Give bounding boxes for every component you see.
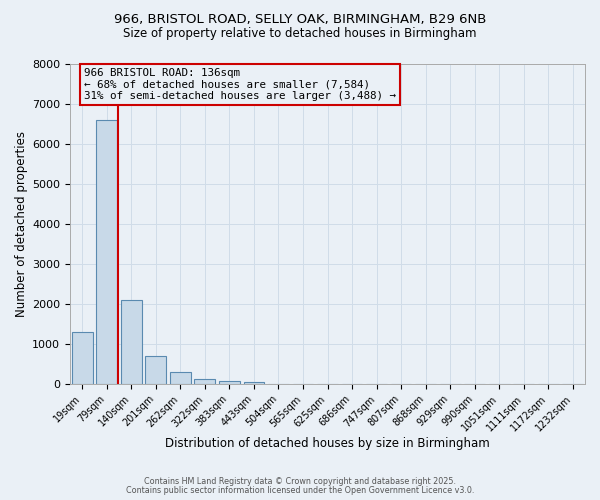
Bar [97, 120, 117, 384]
Text: Size of property relative to detached houses in Birmingham: Size of property relative to detached ho… [123, 28, 477, 40]
Bar [145, 356, 166, 384]
Bar [194, 378, 215, 384]
Bar [219, 382, 240, 384]
Y-axis label: Number of detached properties: Number of detached properties [15, 131, 28, 317]
Bar [72, 332, 92, 384]
Bar [244, 382, 265, 384]
Bar [121, 300, 142, 384]
X-axis label: Distribution of detached houses by size in Birmingham: Distribution of detached houses by size … [165, 437, 490, 450]
Text: Contains public sector information licensed under the Open Government Licence v3: Contains public sector information licen… [126, 486, 474, 495]
Bar [170, 372, 191, 384]
Text: 966, BRISTOL ROAD, SELLY OAK, BIRMINGHAM, B29 6NB: 966, BRISTOL ROAD, SELLY OAK, BIRMINGHAM… [114, 12, 486, 26]
Text: Contains HM Land Registry data © Crown copyright and database right 2025.: Contains HM Land Registry data © Crown c… [144, 477, 456, 486]
Text: 966 BRISTOL ROAD: 136sqm
← 68% of detached houses are smaller (7,584)
31% of sem: 966 BRISTOL ROAD: 136sqm ← 68% of detach… [84, 68, 396, 101]
